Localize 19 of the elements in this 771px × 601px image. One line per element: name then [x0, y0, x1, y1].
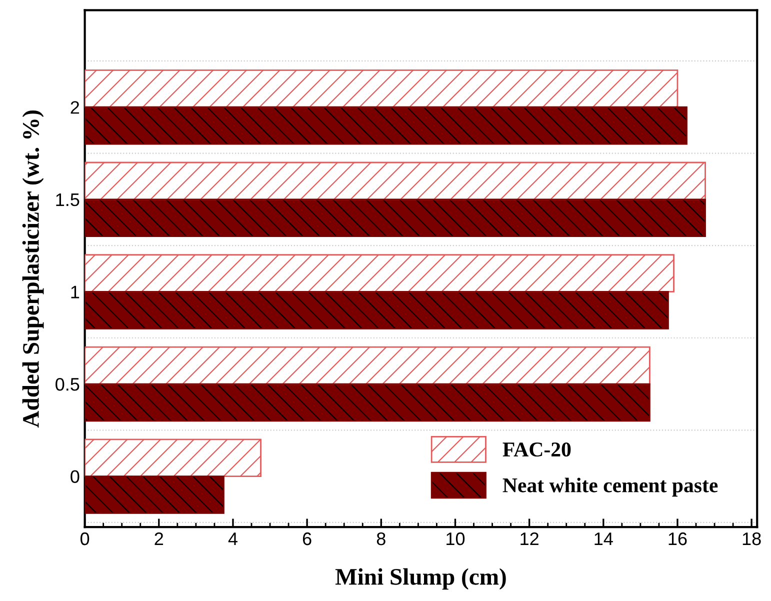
x-tick-label: 14 — [594, 532, 613, 546]
x-axis-title: Mini Slump (cm) — [335, 568, 506, 590]
legend-label: Neat white cement paste — [502, 478, 718, 497]
x-tick-label: 4 — [228, 532, 238, 546]
x-tick-label: 2 — [154, 532, 164, 546]
x-tick-label: 12 — [520, 532, 538, 546]
x-tick-label: 16 — [668, 532, 687, 546]
y-axis-title: Added Superplasticizer (wt. %) — [22, 110, 44, 428]
y-tick-label: 1.5 — [56, 194, 80, 206]
legend-label: FAC-20 — [502, 442, 571, 457]
y-tick-label: 1 — [71, 286, 80, 298]
x-tick-label: 6 — [302, 532, 312, 546]
y-tick-label: 0.5 — [56, 378, 80, 391]
x-tick-label: 8 — [376, 532, 386, 546]
x-tick-label: 10 — [446, 532, 465, 546]
x-tick-label: 18 — [742, 532, 761, 546]
x-tick-label: 0 — [80, 532, 90, 546]
y-tick-label: 2 — [70, 101, 80, 114]
y-tick-label: 0 — [70, 470, 80, 484]
